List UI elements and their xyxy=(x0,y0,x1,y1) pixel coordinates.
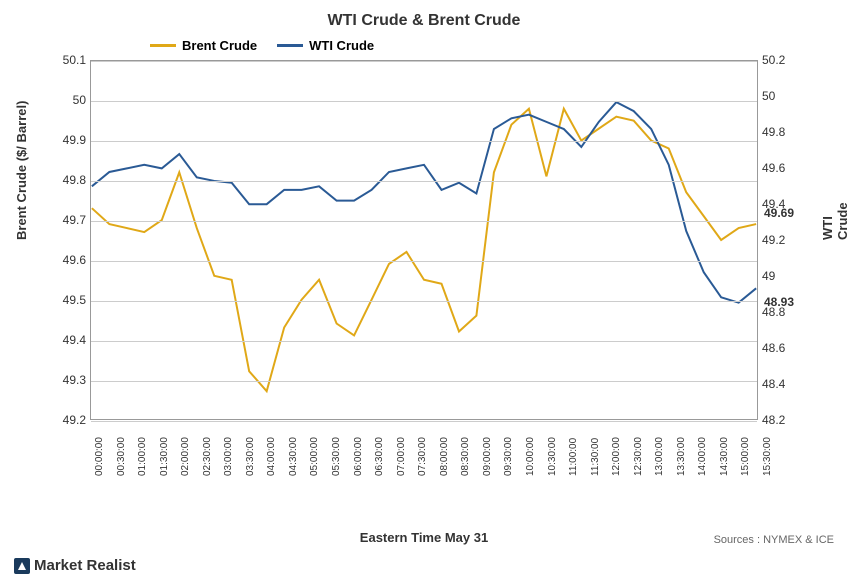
gridline xyxy=(91,61,757,62)
x-tick: 04:30:00 xyxy=(288,437,299,476)
x-tick: 06:00:00 xyxy=(353,437,364,476)
end-label-wti-crude: 48.93 xyxy=(764,295,794,309)
gridline xyxy=(91,421,757,422)
legend-swatch-brent xyxy=(150,44,176,47)
legend-label: Brent Crude xyxy=(182,38,257,53)
x-tick: 09:30:00 xyxy=(503,437,514,476)
x-tick: 05:30:00 xyxy=(331,437,342,476)
gridline xyxy=(91,181,757,182)
x-tick: 03:00:00 xyxy=(223,437,234,476)
y-tick-left: 50.1 xyxy=(50,53,86,67)
brand-logo-text: Market Realist xyxy=(34,557,136,574)
x-tick: 01:30:00 xyxy=(159,437,170,476)
y-tick-right: 49.2 xyxy=(762,233,798,247)
x-tick: 10:00:00 xyxy=(525,437,536,476)
gridline xyxy=(91,141,757,142)
y-tick-left: 49.2 xyxy=(50,413,86,427)
x-tick: 13:30:00 xyxy=(676,437,687,476)
y-tick-right: 48.4 xyxy=(762,377,798,391)
gridline xyxy=(91,261,757,262)
legend-item-wti: WTI Crude xyxy=(277,38,374,53)
x-tick: 14:30:00 xyxy=(719,437,730,476)
y-axis-label-left: Brent Crude ($/ Barrel) xyxy=(14,101,29,240)
x-tick: 13:00:00 xyxy=(654,437,665,476)
x-tick: 00:30:00 xyxy=(116,437,127,476)
x-tick: 01:00:00 xyxy=(137,437,148,476)
x-tick: 15:00:00 xyxy=(740,437,751,476)
x-axis-label: Eastern Time May 31 xyxy=(360,530,488,545)
legend-swatch-wti xyxy=(277,44,303,47)
y-tick-right: 49 xyxy=(762,269,798,283)
x-tick: 05:00:00 xyxy=(309,437,320,476)
chart-title: WTI Crude & Brent Crude xyxy=(328,12,521,30)
y-tick-right: 48.6 xyxy=(762,341,798,355)
sources-text: Sources : NYMEX & ICE xyxy=(714,534,834,546)
y-tick-left: 49.4 xyxy=(50,333,86,347)
x-tick: 07:30:00 xyxy=(417,437,428,476)
y-tick-left: 49.5 xyxy=(50,293,86,307)
x-tick: 08:30:00 xyxy=(460,437,471,476)
chart-container: WTI Crude & Brent Crude Brent Crude WTI … xyxy=(0,0,848,586)
series-svg xyxy=(91,61,757,419)
y-tick-left: 49.8 xyxy=(50,173,86,187)
y-tick-left: 49.6 xyxy=(50,253,86,267)
y-tick-right: 50.2 xyxy=(762,53,798,67)
gridline xyxy=(91,381,757,382)
legend: Brent Crude WTI Crude xyxy=(150,38,374,53)
x-tick: 06:30:00 xyxy=(374,437,385,476)
x-tick: 10:30:00 xyxy=(547,437,558,476)
x-tick: 11:30:00 xyxy=(590,438,601,476)
gridline xyxy=(91,301,757,302)
x-tick: 00:00:00 xyxy=(94,437,105,476)
y-tick-right: 50 xyxy=(762,89,798,103)
y-tick-right: 49.6 xyxy=(762,161,798,175)
x-tick: 02:30:00 xyxy=(202,437,213,476)
y-tick-right: 49.8 xyxy=(762,125,798,139)
gridline xyxy=(91,101,757,102)
legend-item-brent: Brent Crude xyxy=(150,38,257,53)
series-line-wti-crude xyxy=(92,102,756,302)
x-tick: 03:30:00 xyxy=(245,437,256,476)
brand-logo-icon xyxy=(14,558,30,574)
x-tick: 08:00:00 xyxy=(439,437,450,476)
gridline xyxy=(91,341,757,342)
x-tick: 12:30:00 xyxy=(633,437,644,476)
series-line-brent-crude xyxy=(92,109,756,391)
y-tick-left: 50 xyxy=(50,93,86,107)
x-tick: 15:30:00 xyxy=(762,437,773,476)
legend-label: WTI Crude xyxy=(309,38,374,53)
x-tick: 11:00:00 xyxy=(568,438,579,476)
x-tick: 04:00:00 xyxy=(266,437,277,476)
gridline xyxy=(91,221,757,222)
y-tick-left: 49.7 xyxy=(50,213,86,227)
end-label-brent-crude: 49.69 xyxy=(764,206,794,220)
x-tick: 02:00:00 xyxy=(180,437,191,476)
y-tick-left: 49.3 xyxy=(50,373,86,387)
brand-logo: Market Realist xyxy=(14,557,136,574)
plot-area xyxy=(90,60,758,420)
y-tick-right: 48.2 xyxy=(762,413,798,427)
y-tick-left: 49.9 xyxy=(50,133,86,147)
x-tick: 09:00:00 xyxy=(482,437,493,476)
y-axis-label-right: WTI Crude ($/ Barrel) xyxy=(820,198,848,240)
x-tick: 12:00:00 xyxy=(611,437,622,476)
x-tick: 07:00:00 xyxy=(396,437,407,476)
x-tick: 14:00:00 xyxy=(697,437,708,476)
